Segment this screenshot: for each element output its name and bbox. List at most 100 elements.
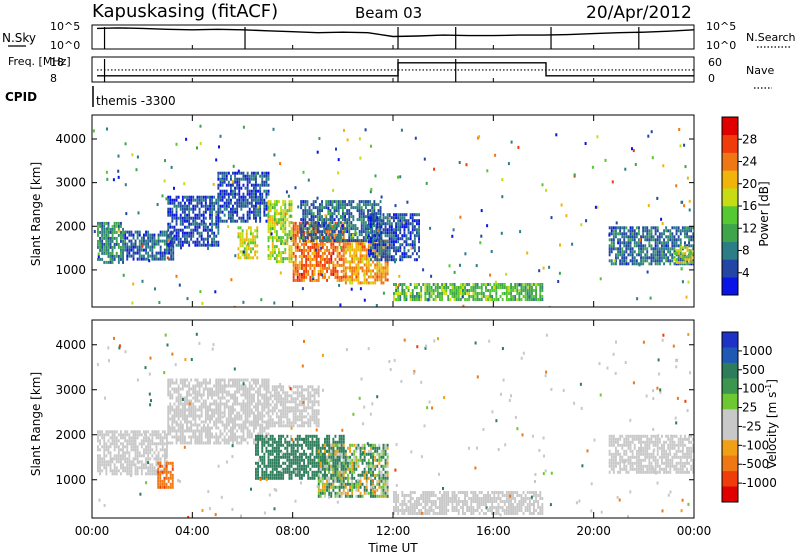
scatter-cell <box>170 254 173 258</box>
scatter-cell <box>528 283 531 286</box>
scatter-cell <box>200 429 203 433</box>
scatter-cell <box>686 245 689 249</box>
scatter-cell <box>348 233 351 237</box>
scatter-cell <box>259 429 262 433</box>
scatter-cell <box>99 257 101 261</box>
scatter-cell <box>514 286 517 289</box>
scatter-cell <box>242 432 245 436</box>
scatter-cell <box>234 423 236 427</box>
scatter-cell <box>181 426 184 430</box>
scatter-cell <box>688 235 690 239</box>
scatter-cell <box>130 439 133 443</box>
scatter-cell <box>301 403 303 407</box>
scatter-cell <box>333 218 336 222</box>
scatter-cell <box>292 409 295 413</box>
scatter-cell <box>271 418 274 422</box>
scatter-cell <box>250 195 253 199</box>
scatter-cell <box>656 226 659 230</box>
scatter-cell <box>403 228 406 232</box>
power-scatter <box>92 124 694 307</box>
scatter-cell <box>250 411 253 415</box>
scatter-cell <box>510 286 512 289</box>
scatter-cell <box>245 247 248 251</box>
scatter-cell <box>282 391 285 395</box>
scatter-cell <box>298 409 301 413</box>
scatter-cell <box>326 254 328 258</box>
scatter-cell <box>223 429 226 433</box>
scatter-cell <box>394 204 397 208</box>
scatter-cell <box>373 230 376 234</box>
scatter-cell <box>377 209 380 213</box>
scatter-cell <box>354 230 357 234</box>
scatter-cell <box>172 251 175 255</box>
scatter-cell <box>327 200 330 204</box>
scatter-cell <box>677 226 680 230</box>
scatter-cell <box>441 298 443 301</box>
scatter-cell <box>612 247 615 251</box>
scatter-cell <box>652 238 655 242</box>
scatter-cell <box>240 201 243 205</box>
scatter-cell <box>310 218 313 222</box>
scatter-cell <box>673 226 676 230</box>
scatter-cell <box>190 195 193 199</box>
colorbar-tick-label: 12 <box>742 221 757 235</box>
scatter-cell <box>234 417 236 421</box>
scatter-cell <box>120 254 122 258</box>
scatter-cell <box>342 278 345 282</box>
scatter-cell <box>681 226 684 230</box>
scatter-cell <box>445 292 448 295</box>
scatter-cell <box>362 209 365 213</box>
scatter-cell <box>204 204 207 208</box>
scatter-cell <box>230 414 232 418</box>
scatter-cell <box>315 239 318 243</box>
velocity-scatter <box>96 332 694 518</box>
scatter-cell <box>221 189 224 193</box>
scatter-cell <box>240 438 243 442</box>
scatter-cell <box>147 242 150 246</box>
scatter-cell <box>372 240 374 244</box>
scatter-cell <box>132 245 135 249</box>
scatter-cell <box>683 204 686 208</box>
scatter-cell <box>307 178 310 182</box>
scatter-cell <box>209 417 211 421</box>
scatter-cell <box>159 251 162 255</box>
scatter-cell <box>138 466 141 470</box>
scatter-cell <box>326 257 328 261</box>
scatter-cell <box>109 460 112 464</box>
scatter-cell <box>219 432 222 436</box>
scatter-cell <box>330 236 333 240</box>
scatter-cell <box>271 227 274 231</box>
scatter-cell <box>168 251 170 255</box>
scatter-cell <box>367 252 370 256</box>
scatter-cell <box>259 423 262 427</box>
scatter-cell <box>312 215 315 219</box>
scatter-cell <box>338 251 341 255</box>
scatter-cell <box>321 203 323 207</box>
scatter-cell <box>524 286 527 289</box>
scatter-cell <box>280 418 282 422</box>
scatter-cell <box>301 391 303 395</box>
scatter-cell <box>184 219 186 223</box>
scatter-cell <box>132 460 135 464</box>
scatter-cell <box>181 378 184 382</box>
scatter-cell <box>230 408 232 412</box>
scatter-cell <box>147 442 150 446</box>
scatter-cell <box>409 298 412 301</box>
scatter-cell <box>351 242 354 246</box>
scatter-cell <box>625 247 628 251</box>
scatter-cell <box>221 387 224 391</box>
scatter-cell <box>179 216 182 220</box>
scatter-cell <box>399 255 402 259</box>
scatter-cell <box>99 236 101 240</box>
scatter-cell <box>472 289 475 292</box>
scatter-cell <box>223 387 226 391</box>
scatter-cell <box>211 426 213 430</box>
scatter-cell <box>375 203 378 207</box>
scatter-cell <box>393 249 395 253</box>
scatter-cell <box>200 426 203 430</box>
scatter-cell <box>204 207 207 211</box>
scatter-cell <box>430 286 433 289</box>
scatter-cell <box>335 236 338 240</box>
scatter-cell <box>151 239 154 243</box>
scatter-cell <box>377 203 380 207</box>
